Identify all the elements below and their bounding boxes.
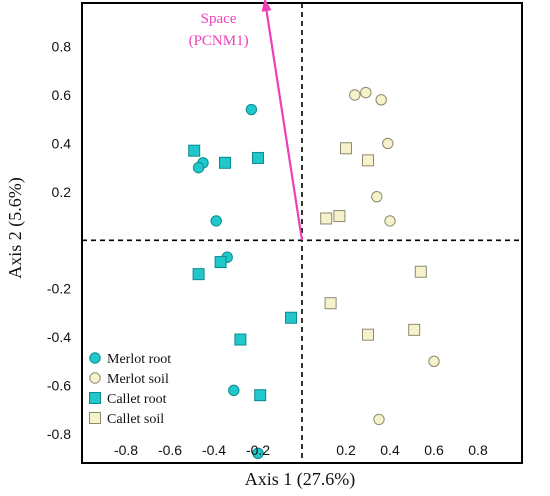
merlot-soil-point [382, 137, 394, 150]
merlot-root-point [210, 215, 222, 227]
legend-label: Callet soil [107, 412, 164, 427]
y-tick-label: -0.8 [47, 426, 71, 442]
y-tick-label: 0.2 [52, 184, 72, 200]
legend-label: Callet root [107, 392, 167, 407]
legend-label: Merlot soil [107, 372, 169, 387]
legend: Merlot root Merlot soil Callet root Callet … [89, 352, 171, 427]
x-tick-label: -0.6 [158, 442, 182, 458]
y-tick-label: -0.2 [47, 281, 71, 297]
y-axis-title: Axis 2 (5.6%) [5, 177, 26, 279]
y-tick-label: 0.8 [52, 39, 72, 55]
x-axis-title: Axis 1 (27.6%) [245, 469, 356, 490]
merlot-soil-point [360, 86, 372, 99]
callet-soil-point [324, 297, 337, 310]
merlot-soil-point [373, 413, 385, 426]
legend-marker [89, 412, 101, 424]
callet-root-point [192, 268, 205, 281]
callet-root-point [188, 144, 201, 157]
callet-root-point [252, 151, 264, 164]
x-tick-label: -0.8 [114, 442, 138, 458]
callet-soil-point [333, 210, 346, 223]
merlot-soil-point [428, 355, 440, 368]
callet-root-point [219, 156, 231, 169]
x-tick-label: 0.4 [380, 442, 400, 458]
callet-soil-point [340, 142, 352, 155]
legend-marker [89, 392, 101, 404]
callet-root-point [234, 333, 247, 346]
callet-soil-point [414, 265, 427, 278]
legend-marker [89, 352, 101, 364]
pcnm-arrow-shaft [265, 10, 304, 241]
callet-root-point [254, 389, 267, 402]
merlot-root-point [228, 384, 240, 397]
merlot-soil-point [349, 89, 361, 101]
merlot-soil-point [371, 190, 383, 203]
y-tick-label: 0.6 [52, 87, 72, 103]
merlot-root-point [192, 161, 205, 174]
y-tick-labels: 0.8 0.6 0.4 0.2 -0.2 -0.4 -0.6 -0.8 [47, 39, 71, 442]
y-tick-label: -0.6 [47, 378, 71, 394]
callet-soil-point [362, 328, 374, 341]
callet-soil-point [320, 212, 333, 225]
merlot-soil-point [375, 94, 387, 106]
callet-soil-point [408, 323, 421, 336]
pcnm-arrow-layer: Space (PCNM1) [189, 0, 304, 241]
legend-marker [89, 372, 101, 384]
x-tick-label: 0.2 [336, 442, 356, 458]
x-tick-label: 0.6 [424, 442, 444, 458]
x-tick-label: -0.2 [246, 442, 270, 458]
x-tick-label: -0.4 [202, 442, 226, 458]
merlot-root-point [245, 103, 258, 116]
x-tick-labels: -0.8 -0.6 -0.4 -0.2 0.2 0.4 0.6 0.8 [114, 442, 488, 458]
callet-root-point [214, 256, 227, 269]
callet-soil-point [362, 154, 374, 167]
callet-root-point [285, 311, 297, 324]
pcnm-arrow-head [261, 0, 272, 12]
arrow-label-line: Space [201, 11, 237, 27]
merlot-soil-point [384, 215, 396, 227]
y-tick-label: -0.4 [47, 329, 71, 345]
x-tick-label: 0.8 [468, 442, 488, 458]
y-tick-label: 0.4 [52, 135, 72, 151]
legend-label: Merlot root [107, 352, 171, 367]
data-points-layer [188, 86, 440, 460]
merlot-root-point [252, 447, 264, 460]
arrow-label-line: (PCNM1) [189, 33, 249, 49]
